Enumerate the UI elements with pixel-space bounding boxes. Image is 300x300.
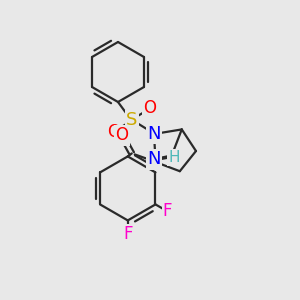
Text: H: H — [168, 150, 179, 165]
Text: S: S — [126, 111, 138, 129]
Text: O: O — [115, 126, 128, 144]
Text: O: O — [143, 99, 157, 117]
Text: F: F — [123, 225, 133, 243]
Text: N: N — [147, 150, 160, 168]
Text: F: F — [163, 202, 172, 220]
Text: N: N — [147, 125, 161, 143]
Text: O: O — [107, 123, 121, 141]
